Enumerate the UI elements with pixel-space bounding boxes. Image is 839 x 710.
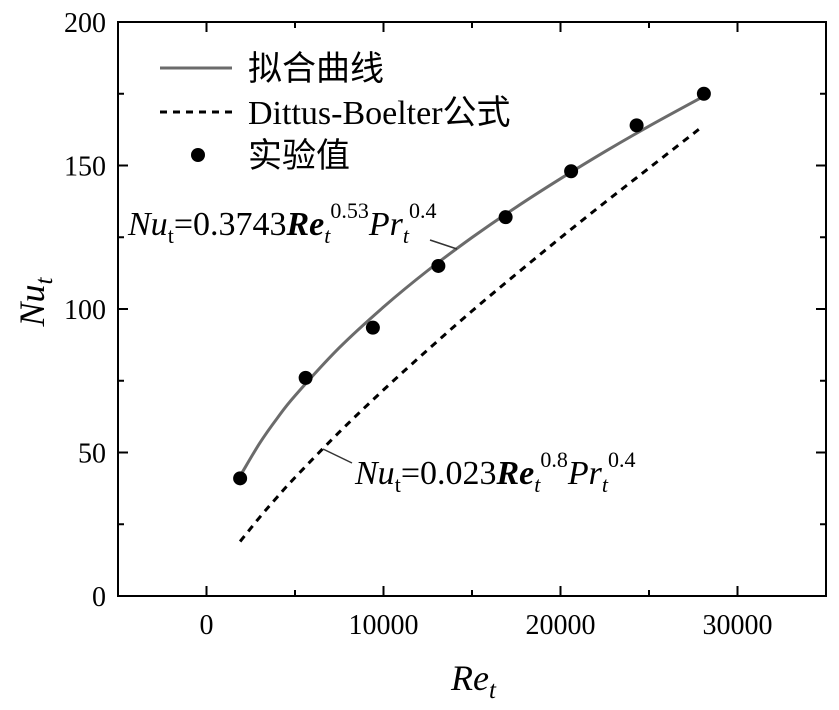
- experimental-point: [696, 86, 711, 101]
- equation-re-subscript: t: [534, 472, 541, 497]
- y-tick-label: 150: [64, 151, 106, 182]
- x-tick-label: 20000: [526, 610, 596, 641]
- legend: 拟合曲线 Dittus-Boelter公式 实验值: [160, 50, 511, 175]
- equation-pr-subscript: t: [403, 223, 410, 248]
- x-axis-label-main: Re: [450, 658, 489, 698]
- y-axis-label-subscript: t: [31, 276, 58, 284]
- equation-coefficient: =0.3743: [174, 206, 287, 243]
- equation-coefficient: =0.023: [401, 455, 497, 492]
- experimental-point: [298, 370, 313, 385]
- experimental-point: [564, 164, 579, 179]
- legend-item-experimental: 实验值: [191, 137, 350, 175]
- experimental-point: [629, 118, 644, 133]
- y-tick-labels: 0 50 100 150 200: [64, 8, 106, 613]
- x-axis-label: Ret: [450, 658, 497, 704]
- dittus-boelter-curve-line: [238, 125, 704, 543]
- fit-equation-annotation: Nut=0.3743Ret0.53Prt0.4: [127, 198, 437, 248]
- legend-item-dittus-boelter: Dittus-Boelter公式: [160, 95, 511, 132]
- y-tick-label: 200: [64, 8, 106, 39]
- equation-nu-subscript: t: [168, 223, 174, 248]
- experimental-point: [365, 320, 380, 335]
- experimental-point: [498, 210, 513, 225]
- equation-re-exponent: 0.53: [330, 198, 369, 223]
- equation-re: Re: [286, 206, 325, 243]
- equation-pr-subscript: t: [602, 472, 609, 497]
- equation-nu-subscript: t: [395, 472, 401, 497]
- experimental-points: [233, 86, 711, 486]
- equation-nu: Nu: [127, 206, 168, 243]
- equation-re: Re: [496, 455, 535, 492]
- x-axis-label-subscript: t: [489, 677, 497, 704]
- y-axis-label: Nut: [12, 276, 58, 327]
- y-tick-label: 50: [78, 438, 106, 469]
- fit-equation-leader-line: [429, 239, 458, 250]
- y-axis-label-main: Nu: [12, 284, 52, 327]
- experimental-point: [431, 258, 446, 273]
- experimental-point: [233, 471, 248, 486]
- legend-swatch-point: [191, 148, 205, 162]
- x-tick-label: 30000: [703, 610, 773, 641]
- legend-label-fit: 拟合曲线: [248, 50, 384, 88]
- y-tick-label: 0: [92, 582, 106, 613]
- x-tick-labels: 0 10000 20000 30000: [200, 610, 773, 641]
- equation-pr: Pr: [567, 455, 603, 492]
- y-tick-label: 100: [64, 295, 106, 326]
- dittus-boelter-equation-leader-line: [322, 448, 353, 464]
- legend-label-dittus-boelter: Dittus-Boelter公式: [248, 95, 511, 132]
- x-tick-label: 0: [200, 610, 214, 641]
- equation-pr-exponent: 0.4: [608, 447, 636, 472]
- equation-re-subscript: t: [324, 223, 331, 248]
- dittus-boelter-equation-annotation: Nut=0.023Ret0.8Prt0.4: [354, 447, 636, 497]
- legend-item-fit: 拟合曲线: [160, 50, 384, 88]
- equation-nu: Nu: [354, 455, 395, 492]
- fit-curve-line: [238, 95, 703, 477]
- x-tick-label: 10000: [349, 610, 419, 641]
- equation-re-exponent: 0.8: [540, 447, 568, 472]
- equation-pr: Pr: [368, 206, 404, 243]
- equation-pr-exponent: 0.4: [409, 198, 437, 223]
- axis-ticks: [118, 21, 826, 597]
- legend-label-experimental: 实验值: [248, 137, 350, 175]
